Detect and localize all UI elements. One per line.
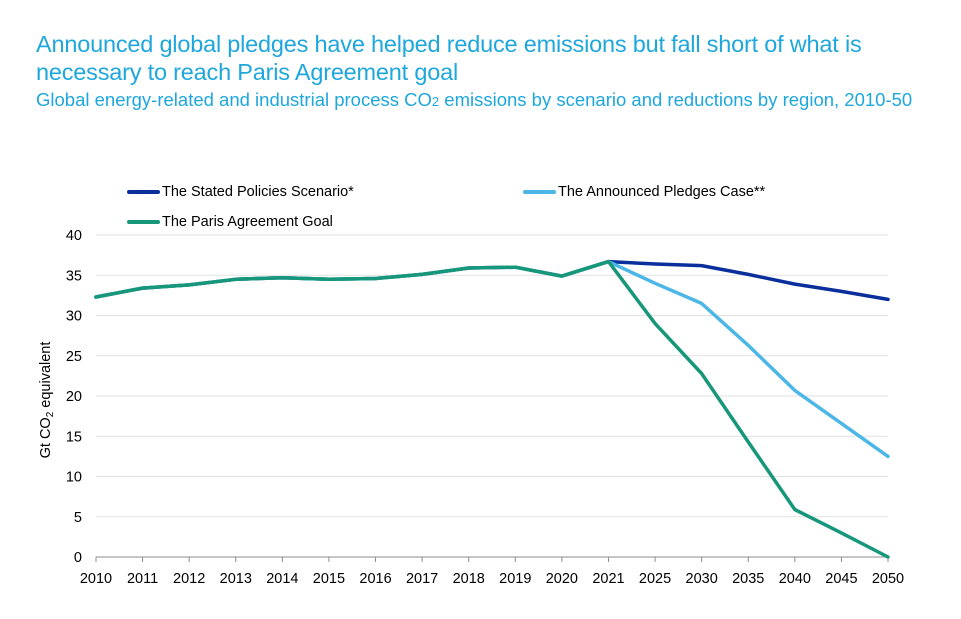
legend-swatch-paris-goal: [127, 220, 160, 224]
legend-item-stated-policies: The Stated Policies Scenario*: [127, 184, 354, 200]
y-tick-label: 15: [66, 429, 82, 445]
y-tick-label: 30: [66, 309, 82, 325]
y-tick-label: 10: [66, 470, 82, 486]
chart-subtitle: Global energy-related and industrial pro…: [36, 88, 946, 114]
x-tick-label: 2013: [220, 571, 252, 587]
y-tick-label: 0: [74, 550, 82, 566]
x-tick-label: 2017: [406, 571, 438, 587]
gridlines: [96, 234, 888, 518]
subtitle-part2: emissions by scenario and reductions by …: [439, 89, 913, 110]
x-tick-label: 2019: [499, 571, 531, 587]
x-tick-label: 2018: [453, 571, 485, 587]
x-tick-label: 2014: [266, 571, 298, 587]
series-lines: [94, 259, 890, 559]
y-tick-label: 5: [74, 510, 82, 526]
x-tick-label: 2021: [592, 571, 624, 587]
y-tick-label: 40: [66, 228, 82, 244]
y-tick-label: 25: [66, 349, 82, 365]
y-tick-label: 35: [66, 268, 82, 284]
legend-label-stated-policies: The Stated Policies Scenario*: [162, 184, 354, 200]
chart-title: Announced global pledges have helped red…: [36, 31, 862, 85]
legend-swatch-announced-pledges: [523, 190, 556, 194]
x-tick-label: 2012: [173, 571, 205, 587]
legend-item-announced-pledges: The Announced Pledges Case**: [523, 184, 765, 200]
x-tick-label: 2016: [359, 571, 391, 587]
x-tick-label: 2015: [313, 571, 345, 587]
x-tick-label: 2010: [80, 571, 112, 587]
legend-label-paris-goal: The Paris Agreement Goal: [162, 214, 333, 230]
series-line-announced-pledges: [94, 259, 890, 459]
series-line-paris-goal: [94, 259, 890, 559]
legend-item-paris-goal: The Paris Agreement Goal: [127, 214, 333, 230]
subtitle-subscript: 2: [431, 94, 440, 109]
y-axis-ticks: 0 5 10 15 20 25 30 35 40: [66, 228, 82, 566]
subtitle-part1: Global energy-related and industrial pro…: [36, 89, 432, 110]
x-tick-label: 2045: [825, 571, 857, 587]
x-tick-label: 2035: [732, 571, 764, 587]
x-tick-label: 2025: [639, 571, 671, 587]
x-tick-label: 2020: [546, 571, 578, 587]
x-tick-label: 2040: [779, 571, 811, 587]
y-tick-label: 20: [66, 389, 82, 405]
x-axis: 2010 2011 2012 2013 2014 2015 2016 2017 2018 2019…: [80, 556, 904, 587]
x-tick-label: 2011: [127, 571, 158, 587]
legend-swatch-stated-policies: [127, 190, 160, 194]
y-axis-title: Gt CO2 equivalent: [38, 342, 56, 459]
x-tick-label: 2050: [872, 571, 904, 587]
x-tick-label: 2030: [686, 571, 718, 587]
legend-label-announced-pledges: The Announced Pledges Case**: [558, 184, 766, 200]
